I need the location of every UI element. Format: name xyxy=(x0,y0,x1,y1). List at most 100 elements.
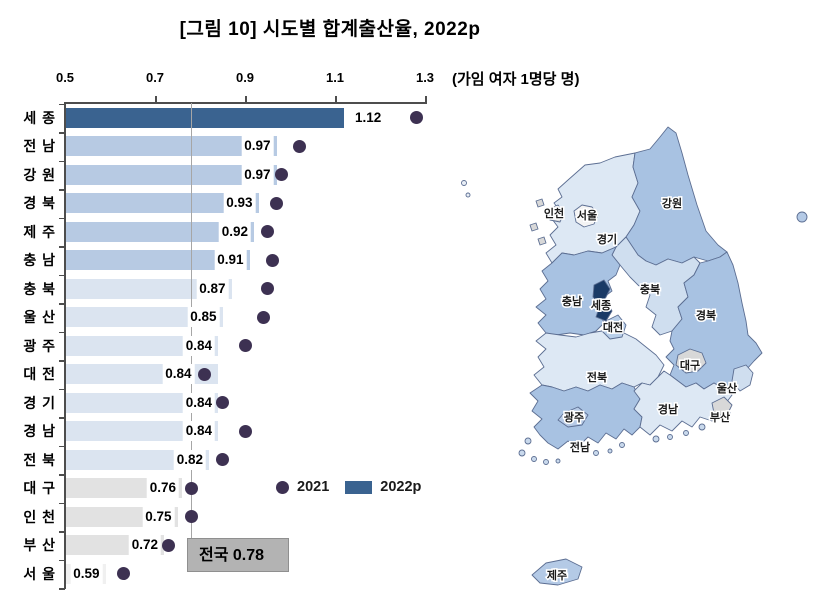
bar-2022p xyxy=(66,136,277,157)
y-axis-tick xyxy=(59,360,65,362)
bar-value-label: 0.84 xyxy=(182,392,215,413)
y-axis-tick xyxy=(59,189,65,191)
west-islands xyxy=(461,180,547,246)
y-axis-tick xyxy=(59,132,65,134)
y-axis-tick xyxy=(59,474,65,476)
page-title: [그림 10] 시도별 합계출산율, 2022p xyxy=(179,19,481,40)
bar-2022p xyxy=(66,250,250,271)
x-axis-tick-label: 0.9 xyxy=(235,70,255,85)
map-label-daegu: 대구 xyxy=(680,358,700,372)
chart-legend: 2021 2022p xyxy=(276,479,421,495)
x-axis-tick-label: 1.1 xyxy=(325,70,345,85)
bar-2022p xyxy=(66,335,218,356)
y-axis-tick xyxy=(59,217,65,219)
legend-2022p-label: 2022p xyxy=(380,479,422,495)
x-axis-tick-label: 0.5 xyxy=(55,70,75,85)
bar-value-label: 0.87 xyxy=(196,278,229,299)
map-label-chungbuk: 충북 xyxy=(640,282,660,296)
bar-value-label: 0.72 xyxy=(128,535,161,556)
map-region-ulsan xyxy=(731,364,754,392)
dot-2021 xyxy=(238,424,252,438)
bar-2022p xyxy=(66,449,209,470)
fertility-bar-chart: 0.5 0.7 0.9 1.1 1.3 세 종 1.12 전 남 0.97 강 원 0.9… xyxy=(23,70,435,590)
map-label-ulsan: 울산 xyxy=(717,381,737,395)
map-region-daejeon xyxy=(601,314,627,340)
x-axis-tick-label: 0.7 xyxy=(145,70,165,85)
bar-2022p xyxy=(66,278,232,299)
x-axis-tick-label: 1.3 xyxy=(415,70,435,85)
category-label: 경 북 xyxy=(23,195,56,212)
map-label-gyeonggi: 경기 xyxy=(597,232,617,246)
bar-value-label: 0.84 xyxy=(162,364,195,385)
y-axis-tick xyxy=(59,331,65,333)
category-label: 세 종 xyxy=(23,109,56,126)
dot-2021 xyxy=(265,253,279,267)
bar-2022p xyxy=(66,364,218,385)
bar-2022p xyxy=(66,193,259,214)
bar-value-label: 0.84 xyxy=(182,335,215,356)
dot-2021 xyxy=(117,567,130,581)
map-label-gwangju: 광주 xyxy=(564,411,584,424)
map-label-incheon: 인천 xyxy=(544,206,564,220)
dot-2021 xyxy=(162,538,175,552)
map-label-jeonbuk: 전북 xyxy=(587,370,607,384)
bar-2022p xyxy=(66,307,223,328)
dot-2021 xyxy=(198,367,211,381)
dot-2021 xyxy=(256,310,270,324)
y-axis-tick xyxy=(59,502,65,504)
category-label: 제 주 xyxy=(23,223,56,240)
category-label: 서 울 xyxy=(23,565,56,582)
map-label-seoul: 서울 xyxy=(577,208,597,222)
y-axis-tick xyxy=(59,445,65,447)
x-axis-line xyxy=(65,102,427,104)
bar-2022p xyxy=(66,392,218,413)
bar-value-label: 0.59 xyxy=(70,563,103,584)
y-axis-tick xyxy=(59,103,65,105)
x-axis-tick xyxy=(155,96,157,103)
legend-2021-dot-swatch xyxy=(276,480,289,494)
category-label: 부 산 xyxy=(23,537,56,554)
category-label: 충 북 xyxy=(23,280,56,297)
y-axis-line xyxy=(64,102,66,589)
bar-value-label: 0.93 xyxy=(223,193,256,214)
category-label: 충 남 xyxy=(23,252,56,269)
map-region-daegu xyxy=(675,348,707,374)
bar-value-label: 0.91 xyxy=(214,250,247,271)
y-axis-tick xyxy=(59,388,65,390)
y-axis-tick xyxy=(59,303,65,305)
category-label: 인 천 xyxy=(23,508,56,525)
dot-2021 xyxy=(261,225,274,239)
x-axis-tick xyxy=(245,96,247,103)
map-label-gyeongnam: 경남 xyxy=(658,402,678,416)
map-region-seoul xyxy=(573,204,599,228)
map-region-gangwon xyxy=(625,126,728,266)
category-label: 전 남 xyxy=(23,138,56,155)
x-axis-tick xyxy=(425,96,427,103)
map-label-gyeongbuk: 경북 xyxy=(696,308,716,322)
dot-2021 xyxy=(216,453,229,467)
bar-value-label: 0.76 xyxy=(146,478,179,499)
category-label: 대 전 xyxy=(23,366,56,383)
bar-2022p xyxy=(66,421,218,442)
y-axis-tick xyxy=(59,160,65,162)
category-label: 경 남 xyxy=(23,423,56,440)
map-region-gwangju xyxy=(557,406,589,428)
bar-value-label: 0.85 xyxy=(187,307,220,328)
dot-2021 xyxy=(270,196,283,210)
unit-note: (가임 여자 1명당 명) xyxy=(452,71,580,88)
category-label: 경 기 xyxy=(23,394,56,411)
jeju-island xyxy=(531,558,583,586)
dot-2021 xyxy=(409,111,423,125)
dot-2021 xyxy=(292,139,306,153)
category-label: 광 주 xyxy=(23,337,56,354)
bar-value-label: 0.84 xyxy=(182,421,215,442)
south-islands xyxy=(518,423,706,465)
map-region-busan xyxy=(711,396,733,418)
dot-2021 xyxy=(238,339,252,353)
category-label: 대 구 xyxy=(23,480,56,497)
ulleungdo-island xyxy=(796,211,808,223)
korea-choropleth-map: 경기 강원 충북 충남 경북 전북 전남 경남 인천 서울 세종 대전 대구 울… xyxy=(450,105,826,610)
dot-2021 xyxy=(216,396,229,410)
y-axis-tick xyxy=(59,588,65,590)
